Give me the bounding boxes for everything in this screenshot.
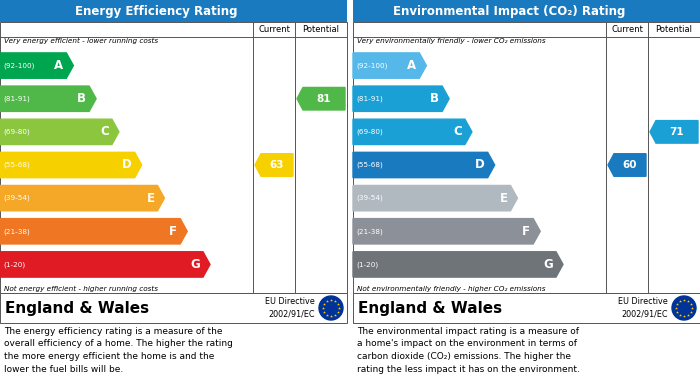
Text: Potential: Potential: [655, 25, 692, 34]
Text: Potential: Potential: [302, 25, 340, 34]
Text: The energy efficiency rating is a measure of the
overall efficiency of a home. T: The energy efficiency rating is a measur…: [4, 327, 233, 373]
Text: Not environmentally friendly - higher CO₂ emissions: Not environmentally friendly - higher CO…: [357, 286, 545, 292]
Text: (1-20): (1-20): [3, 261, 25, 268]
Polygon shape: [297, 88, 345, 110]
Text: EU Directive
2002/91/EC: EU Directive 2002/91/EC: [618, 297, 668, 319]
Polygon shape: [0, 252, 210, 277]
Text: B: B: [430, 92, 439, 105]
Text: F: F: [522, 225, 530, 238]
Text: 60: 60: [623, 160, 637, 170]
Polygon shape: [353, 53, 426, 78]
Polygon shape: [0, 219, 187, 244]
Text: (69-80): (69-80): [3, 129, 29, 135]
Text: (39-54): (39-54): [3, 195, 29, 201]
Polygon shape: [608, 154, 646, 176]
Polygon shape: [0, 86, 96, 111]
Text: G: G: [190, 258, 200, 271]
Text: G: G: [543, 258, 553, 271]
Text: (21-38): (21-38): [3, 228, 29, 235]
Polygon shape: [0, 53, 74, 78]
Circle shape: [672, 296, 696, 320]
Text: (92-100): (92-100): [356, 62, 387, 69]
Polygon shape: [353, 185, 517, 211]
Text: F: F: [169, 225, 177, 238]
Polygon shape: [650, 120, 698, 143]
Text: Current: Current: [258, 25, 290, 34]
Text: (81-91): (81-91): [3, 95, 29, 102]
Text: (1-20): (1-20): [356, 261, 378, 268]
Text: Not energy efficient - higher running costs: Not energy efficient - higher running co…: [4, 286, 158, 292]
Text: Environmental Impact (CO₂) Rating: Environmental Impact (CO₂) Rating: [393, 5, 625, 18]
Bar: [353, 0, 700, 22]
Text: B: B: [77, 92, 86, 105]
Text: 63: 63: [270, 160, 284, 170]
Polygon shape: [353, 119, 472, 145]
Bar: [0, 22, 347, 293]
Text: Very environmentally friendly - lower CO₂ emissions: Very environmentally friendly - lower CO…: [357, 38, 545, 44]
Text: EU Directive
2002/91/EC: EU Directive 2002/91/EC: [265, 297, 315, 319]
Text: (55-68): (55-68): [3, 162, 29, 168]
Text: 81: 81: [316, 94, 331, 104]
Text: (81-91): (81-91): [356, 95, 383, 102]
Text: A: A: [407, 59, 416, 72]
Text: C: C: [100, 126, 109, 138]
Text: E: E: [146, 192, 155, 204]
Text: D: D: [122, 158, 132, 172]
Text: The environmental impact rating is a measure of
a home's impact on the environme: The environmental impact rating is a mea…: [357, 327, 580, 373]
Text: E: E: [500, 192, 507, 204]
Bar: [353, 22, 700, 293]
Text: (69-80): (69-80): [356, 129, 383, 135]
Bar: [0, 293, 347, 323]
Polygon shape: [353, 219, 540, 244]
Bar: [0, 0, 347, 22]
Polygon shape: [353, 252, 563, 277]
Text: 71: 71: [670, 127, 685, 137]
Text: A: A: [54, 59, 64, 72]
Text: (21-38): (21-38): [356, 228, 383, 235]
Text: Current: Current: [611, 25, 643, 34]
Text: England & Wales: England & Wales: [358, 301, 502, 316]
Text: England & Wales: England & Wales: [5, 301, 149, 316]
Polygon shape: [0, 152, 141, 178]
Text: Very energy efficient - lower running costs: Very energy efficient - lower running co…: [4, 38, 158, 44]
Circle shape: [319, 296, 343, 320]
Polygon shape: [255, 154, 293, 176]
Polygon shape: [0, 119, 119, 145]
Text: D: D: [475, 158, 484, 172]
Text: C: C: [453, 126, 462, 138]
Polygon shape: [353, 152, 495, 178]
Text: (55-68): (55-68): [356, 162, 383, 168]
Polygon shape: [353, 86, 449, 111]
Bar: [353, 293, 700, 323]
Text: (39-54): (39-54): [356, 195, 383, 201]
Text: (92-100): (92-100): [3, 62, 34, 69]
Polygon shape: [0, 185, 164, 211]
Text: Energy Efficiency Rating: Energy Efficiency Rating: [75, 5, 237, 18]
